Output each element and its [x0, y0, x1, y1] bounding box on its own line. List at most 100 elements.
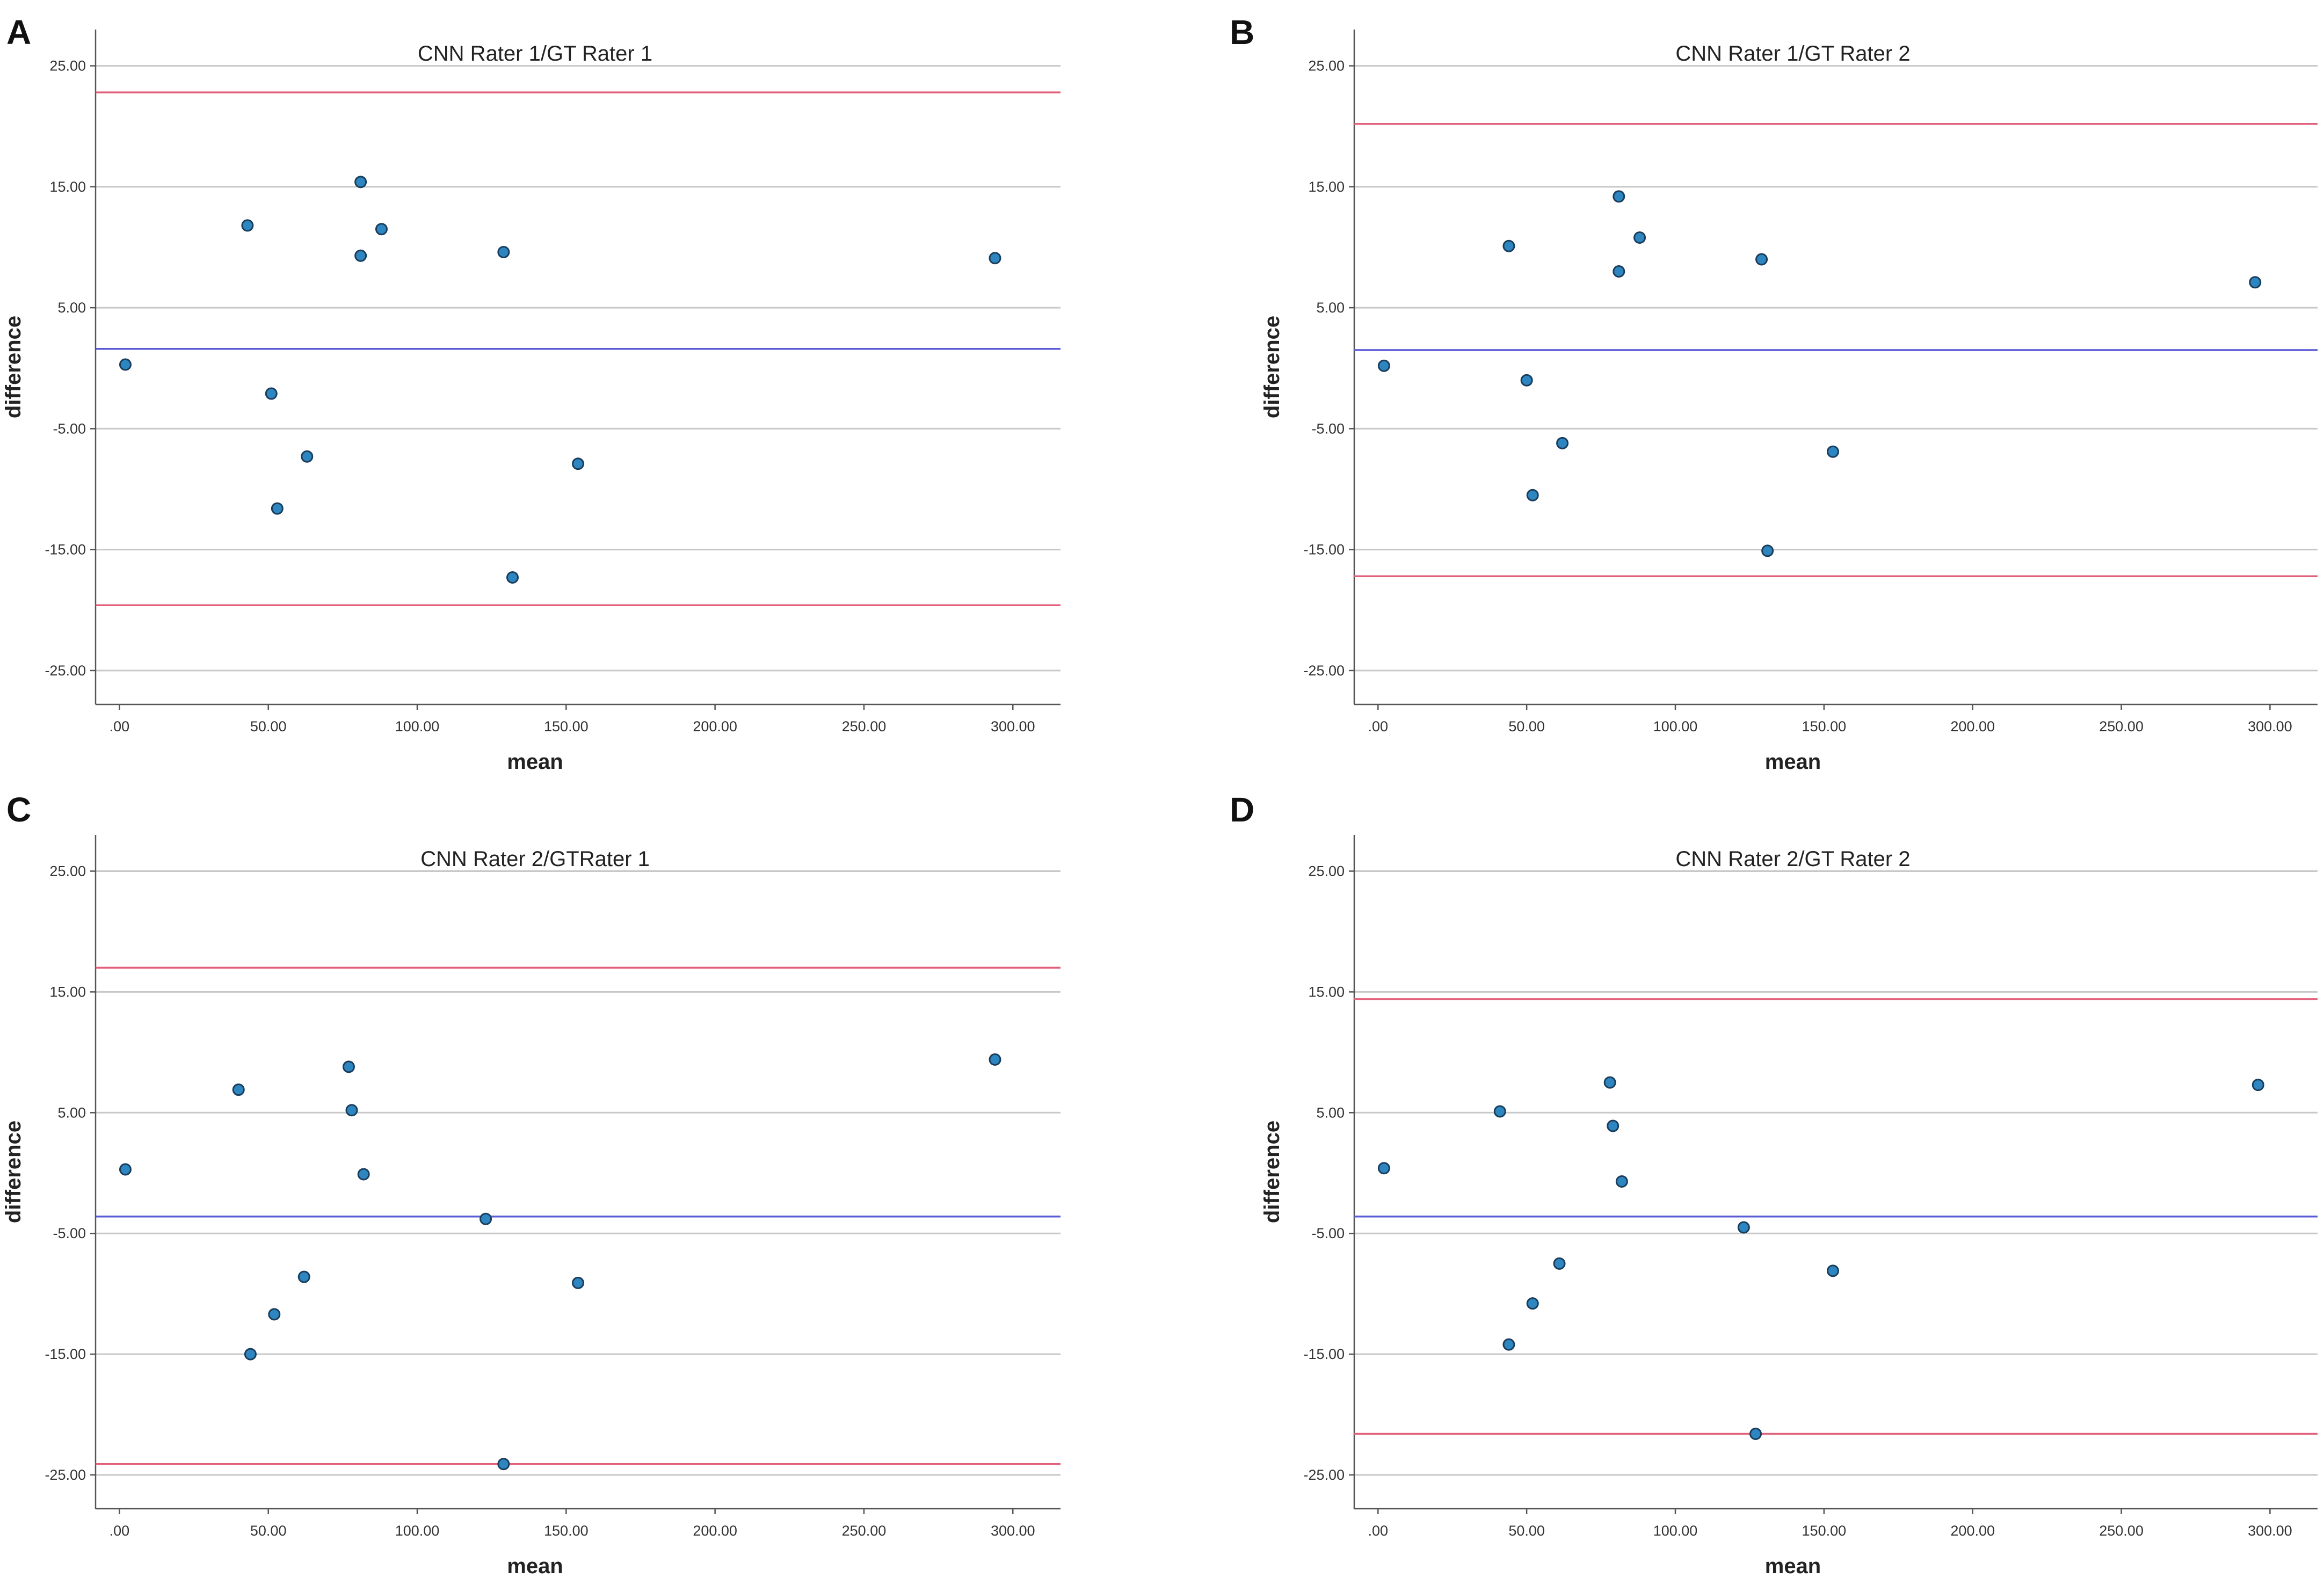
data-point	[244, 1348, 257, 1361]
data-point	[1613, 190, 1625, 203]
data-point	[1556, 437, 1569, 449]
x-tick-label: 50.00	[250, 718, 287, 735]
x-tick-label: 150.00	[544, 1523, 589, 1539]
chart-panel-c: C 25.00 15.00 5.00 -5.00 -15.00 -25.00 .00 50.00…	[2, 790, 1061, 1578]
y-tick-label: 25.00	[1308, 58, 1345, 74]
chart-title: CNN Rater 1/GT Rater 1	[418, 42, 652, 66]
x-tick-label: 150.00	[1802, 1523, 1847, 1539]
x-tick-label: 50.00	[250, 1523, 287, 1539]
x-tick-label: .00	[110, 718, 130, 735]
y-tick-label: 15.00	[49, 179, 86, 195]
data-point	[1826, 445, 1839, 458]
x-tick-label: 150.00	[544, 718, 589, 735]
panel-letter: B	[1230, 13, 1254, 52]
x-tick-label: 200.00	[1950, 718, 1995, 735]
x-tick-label: 200.00	[693, 718, 737, 735]
x-tick-label: .00	[1368, 718, 1389, 735]
x-axis-label: mean	[507, 1554, 563, 1578]
data-point	[1526, 489, 1539, 501]
chart-title: CNN Rater 2/GT Rater 2	[1675, 847, 1910, 871]
data-point	[2252, 1079, 2264, 1092]
data-point	[1520, 374, 1533, 387]
data-point	[480, 1212, 492, 1225]
y-tick-label: -5.00	[53, 420, 86, 437]
y-tick-label: -15.00	[45, 542, 86, 558]
y-tick-label: 5.00	[57, 300, 86, 316]
data-point	[497, 1458, 510, 1471]
data-point	[572, 1276, 584, 1289]
x-tick-label: 200.00	[1950, 1523, 1995, 1539]
x-tick-label: 100.00	[395, 718, 440, 735]
data-point	[1502, 239, 1515, 252]
data-point	[354, 249, 367, 262]
data-point	[506, 571, 519, 584]
data-point	[1761, 544, 1774, 557]
x-tick-label: 250.00	[842, 1523, 887, 1539]
x-axis-label: mean	[507, 750, 563, 774]
x-tick-label: 300.00	[2248, 1523, 2292, 1539]
data-point	[241, 219, 254, 232]
x-tick-label: .00	[110, 1523, 130, 1539]
data-point	[119, 358, 132, 371]
y-tick-label: 5.00	[1316, 300, 1345, 316]
data-point	[297, 1270, 310, 1283]
x-tick-label: 150.00	[1802, 718, 1847, 735]
chart-panel-b: B 25.00 15.00 5.00 -5.00 -15.00 -25.00 .00 50.00…	[1230, 13, 2318, 774]
x-tick-label: 50.00	[1508, 718, 1545, 735]
y-tick-label: -15.00	[1303, 1346, 1345, 1362]
data-point	[1737, 1221, 1750, 1234]
x-tick-label: 100.00	[1653, 1523, 1698, 1539]
data-point	[271, 502, 284, 515]
data-point	[357, 1168, 370, 1181]
chart-panel-a: A 25.00 15.00 5.00 -5.00 -15.00 -25.00 .00 50.00…	[2, 13, 1061, 774]
x-tick-label: 200.00	[693, 1523, 737, 1539]
data-point	[572, 457, 584, 470]
x-axis-label: mean	[1765, 1554, 1821, 1578]
data-point	[1377, 1162, 1390, 1175]
x-tick-label: .00	[1368, 1523, 1389, 1539]
data-point	[1603, 1076, 1616, 1089]
data-point	[119, 1163, 132, 1176]
x-tick-label: 100.00	[1653, 718, 1698, 735]
data-point	[1377, 359, 1390, 372]
data-point	[268, 1308, 281, 1321]
y-tick-label: 25.00	[1308, 863, 1345, 879]
x-tick-label: 300.00	[991, 1523, 1035, 1539]
data-point	[1526, 1297, 1539, 1310]
chart-title: CNN Rater 1/GT Rater 2	[1675, 42, 1910, 66]
y-tick-label: 25.00	[49, 863, 86, 879]
data-point	[1613, 265, 1625, 278]
data-point	[989, 252, 1001, 265]
x-tick-label: 50.00	[1508, 1523, 1545, 1539]
panel-letter: D	[1230, 790, 1254, 829]
y-tick-label: 5.00	[1316, 1104, 1345, 1121]
data-point	[232, 1083, 245, 1096]
y-tick-label: 25.00	[49, 58, 86, 74]
data-point	[1553, 1257, 1566, 1270]
data-point	[375, 223, 388, 236]
data-point	[1633, 231, 1646, 244]
y-tick-label: -5.00	[1311, 1225, 1345, 1241]
chart-panel-d: D 25.00 15.00 5.00 -5.00 -15.00 -25.00 .00 50.00…	[1230, 790, 2318, 1578]
y-axis-label: difference	[1260, 316, 1284, 418]
y-tick-label: -25.00	[45, 663, 86, 679]
panel-letter: C	[6, 790, 31, 829]
y-tick-label: 15.00	[49, 984, 86, 1000]
y-tick-label: -25.00	[1303, 1467, 1345, 1483]
data-point	[1755, 253, 1768, 266]
data-point	[1615, 1175, 1628, 1188]
y-tick-label: -15.00	[1303, 542, 1345, 558]
y-tick-label: -25.00	[1303, 663, 1345, 679]
y-tick-label: -25.00	[45, 1467, 86, 1483]
y-axis-label: difference	[2, 316, 25, 418]
y-axis-label: difference	[1260, 1121, 1284, 1223]
data-point	[265, 387, 278, 400]
y-tick-label: 5.00	[57, 1104, 86, 1121]
x-tick-label: 250.00	[2099, 718, 2144, 735]
data-point	[342, 1060, 355, 1073]
panel-letter: A	[6, 13, 31, 52]
data-point	[989, 1053, 1001, 1066]
x-tick-label: 100.00	[395, 1523, 440, 1539]
data-point	[497, 245, 510, 258]
